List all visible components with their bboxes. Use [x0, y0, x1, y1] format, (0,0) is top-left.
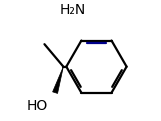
Text: HO: HO: [26, 99, 47, 113]
Text: H₂N: H₂N: [60, 3, 86, 17]
Polygon shape: [53, 67, 63, 93]
